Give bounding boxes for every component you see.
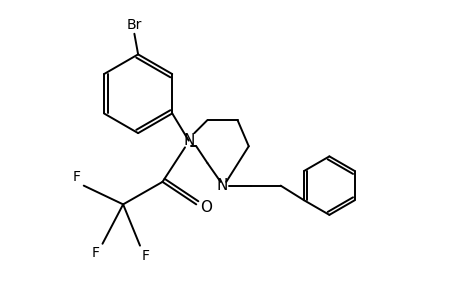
- Text: N: N: [183, 133, 194, 148]
- Text: F: F: [141, 249, 150, 262]
- Text: N: N: [216, 178, 228, 193]
- Text: Br: Br: [126, 18, 142, 32]
- Text: F: F: [73, 170, 81, 184]
- Text: O: O: [200, 200, 212, 215]
- Text: F: F: [91, 246, 99, 260]
